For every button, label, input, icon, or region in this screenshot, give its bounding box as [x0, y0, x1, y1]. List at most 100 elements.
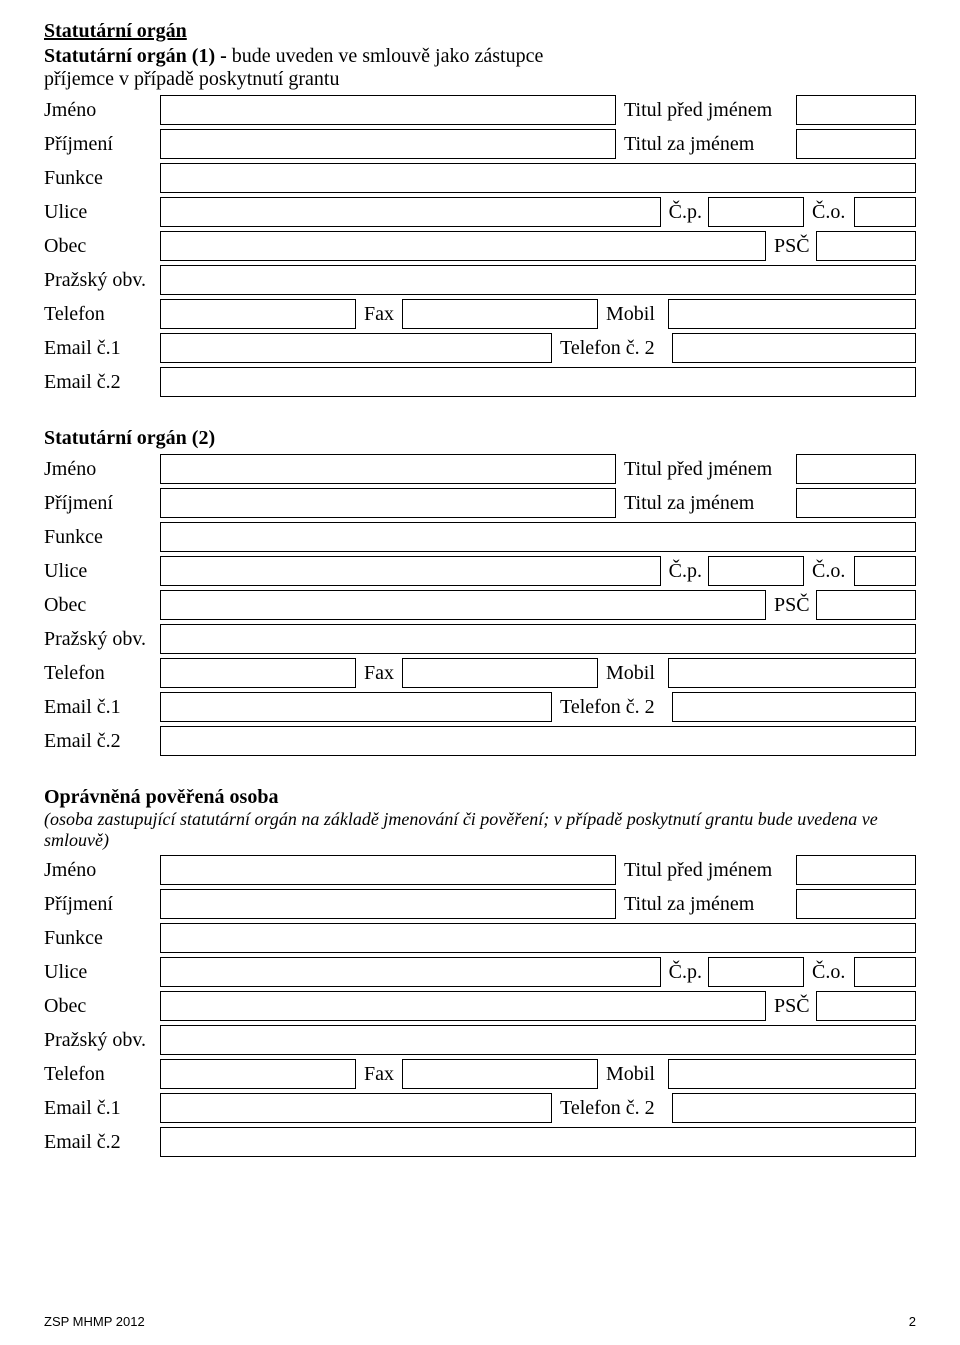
s1-titul-za-label: Titul za jménem	[616, 129, 796, 159]
s3-titul-pred-field[interactable]	[796, 855, 916, 885]
s1-funkce-label: Funkce	[44, 163, 160, 193]
s1-line1-bold: Statutární orgán (1) -	[44, 45, 232, 67]
s1-line1-tail: bude uveden ve smlouvě jako zástupce	[232, 45, 544, 67]
s1-titul-pred-field[interactable]	[796, 95, 916, 125]
s2-titul-pred-label: Titul před jménem	[616, 454, 796, 484]
s3-jmeno-label: Jméno	[44, 855, 160, 885]
s3-psc-label: PSČ	[766, 991, 816, 1021]
s1-line2: příjemce v případě poskytnutí grantu	[44, 68, 916, 91]
s1-co-field[interactable]	[854, 197, 916, 227]
s1-fax-field[interactable]	[402, 299, 598, 329]
s3-mobil-label: Mobil	[598, 1059, 668, 1089]
s1-jmeno-field[interactable]	[160, 95, 616, 125]
s3-email1-field[interactable]	[160, 1093, 552, 1123]
s1-cp-field[interactable]	[708, 197, 804, 227]
s2-titul-pred-field[interactable]	[796, 454, 916, 484]
s2-fax-label: Fax	[356, 658, 402, 688]
s3-prazsky-label: Pražský obv.	[44, 1025, 160, 1055]
s3-fax-label: Fax	[356, 1059, 402, 1089]
s1-prijmeni-field[interactable]	[160, 129, 616, 159]
s2-co-field[interactable]	[854, 556, 916, 586]
s1-ulice-label: Ulice	[44, 197, 160, 227]
s2-psc-field[interactable]	[816, 590, 916, 620]
s2-obec-field[interactable]	[160, 590, 766, 620]
s3-email2-field[interactable]	[160, 1127, 916, 1157]
s2-telefon-label: Telefon	[44, 658, 160, 688]
s3-psc-field[interactable]	[816, 991, 916, 1021]
s2-titul-za-label: Titul za jménem	[616, 488, 796, 518]
s3-obec-field[interactable]	[160, 991, 766, 1021]
s3-prazsky-field[interactable]	[160, 1025, 916, 1055]
s2-cp-field[interactable]	[708, 556, 804, 586]
s3-funkce-label: Funkce	[44, 923, 160, 953]
s2-mobil-field[interactable]	[668, 658, 916, 688]
s2-prijmeni-field[interactable]	[160, 488, 616, 518]
s3-prijmeni-label: Příjmení	[44, 889, 160, 919]
s2-telefon2-field[interactable]	[672, 692, 916, 722]
s1-email2-label: Email č.2	[44, 367, 160, 397]
s3-telefon-field[interactable]	[160, 1059, 356, 1089]
s3-ulice-label: Ulice	[44, 957, 160, 987]
s3-titul-za-field[interactable]	[796, 889, 916, 919]
s2-telefon-field[interactable]	[160, 658, 356, 688]
s2-prazsky-field[interactable]	[160, 624, 916, 654]
s2-obec-label: Obec	[44, 590, 160, 620]
s1-funkce-field[interactable]	[160, 163, 916, 193]
s2-email1-field[interactable]	[160, 692, 552, 722]
s2-email2-label: Email č.2	[44, 726, 160, 756]
footer-right: 2	[909, 1314, 916, 1329]
s3-telefon2-field[interactable]	[672, 1093, 916, 1123]
s3-funkce-field[interactable]	[160, 923, 916, 953]
s1-email2-field[interactable]	[160, 367, 916, 397]
s2-jmeno-field[interactable]	[160, 454, 616, 484]
s3-co-field[interactable]	[854, 957, 916, 987]
s1-telefon2-field[interactable]	[672, 333, 916, 363]
s3-title: Oprávněná pověřená osoba	[44, 786, 916, 809]
s1-co-label: Č.o.	[804, 197, 854, 227]
s1-mobil-label: Mobil	[598, 299, 668, 329]
s2-cp-label: Č.p.	[661, 556, 708, 586]
s3-mobil-field[interactable]	[668, 1059, 916, 1089]
s2-prazsky-label: Pražský obv.	[44, 624, 160, 654]
s1-fax-label: Fax	[356, 299, 402, 329]
s3-telefon-label: Telefon	[44, 1059, 160, 1089]
s2-co-label: Č.o.	[804, 556, 854, 586]
s1-mobil-field[interactable]	[668, 299, 916, 329]
s3-ulice-field[interactable]	[160, 957, 661, 987]
s2-funkce-field[interactable]	[160, 522, 916, 552]
s3-cp-label: Č.p.	[661, 957, 708, 987]
s1-ulice-field[interactable]	[160, 197, 661, 227]
s1-telefon-field[interactable]	[160, 299, 356, 329]
page-footer: ZSP MHMP 2012 2	[44, 1314, 916, 1329]
footer-left: ZSP MHMP 2012	[44, 1314, 145, 1329]
s2-funkce-label: Funkce	[44, 522, 160, 552]
s2-email2-field[interactable]	[160, 726, 916, 756]
s1-email1-field[interactable]	[160, 333, 552, 363]
s1-titul-pred-label: Titul před jménem	[616, 95, 796, 125]
main-title: Statutární orgán	[44, 20, 916, 43]
s1-email1-label: Email č.1	[44, 333, 160, 363]
s1-obec-label: Obec	[44, 231, 160, 261]
s1-psc-field[interactable]	[816, 231, 916, 261]
s3-obec-label: Obec	[44, 991, 160, 1021]
s2-email1-label: Email č.1	[44, 692, 160, 722]
s3-email2-label: Email č.2	[44, 1127, 160, 1157]
s1-psc-label: PSČ	[766, 231, 816, 261]
s2-ulice-field[interactable]	[160, 556, 661, 586]
s3-titul-za-label: Titul za jménem	[616, 889, 796, 919]
s1-prazsky-field[interactable]	[160, 265, 916, 295]
s3-telefon2-label: Telefon č. 2	[552, 1093, 672, 1123]
s2-ulice-label: Ulice	[44, 556, 160, 586]
s3-fax-field[interactable]	[402, 1059, 598, 1089]
s2-psc-label: PSČ	[766, 590, 816, 620]
s1-cp-label: Č.p.	[661, 197, 708, 227]
s1-obec-field[interactable]	[160, 231, 766, 261]
s1-titul-za-field[interactable]	[796, 129, 916, 159]
s3-prijmeni-field[interactable]	[160, 889, 616, 919]
s2-fax-field[interactable]	[402, 658, 598, 688]
s1-prazsky-label: Pražský obv.	[44, 265, 160, 295]
s3-jmeno-field[interactable]	[160, 855, 616, 885]
s3-cp-field[interactable]	[708, 957, 804, 987]
s2-titul-za-field[interactable]	[796, 488, 916, 518]
s1-telefon-label: Telefon	[44, 299, 160, 329]
